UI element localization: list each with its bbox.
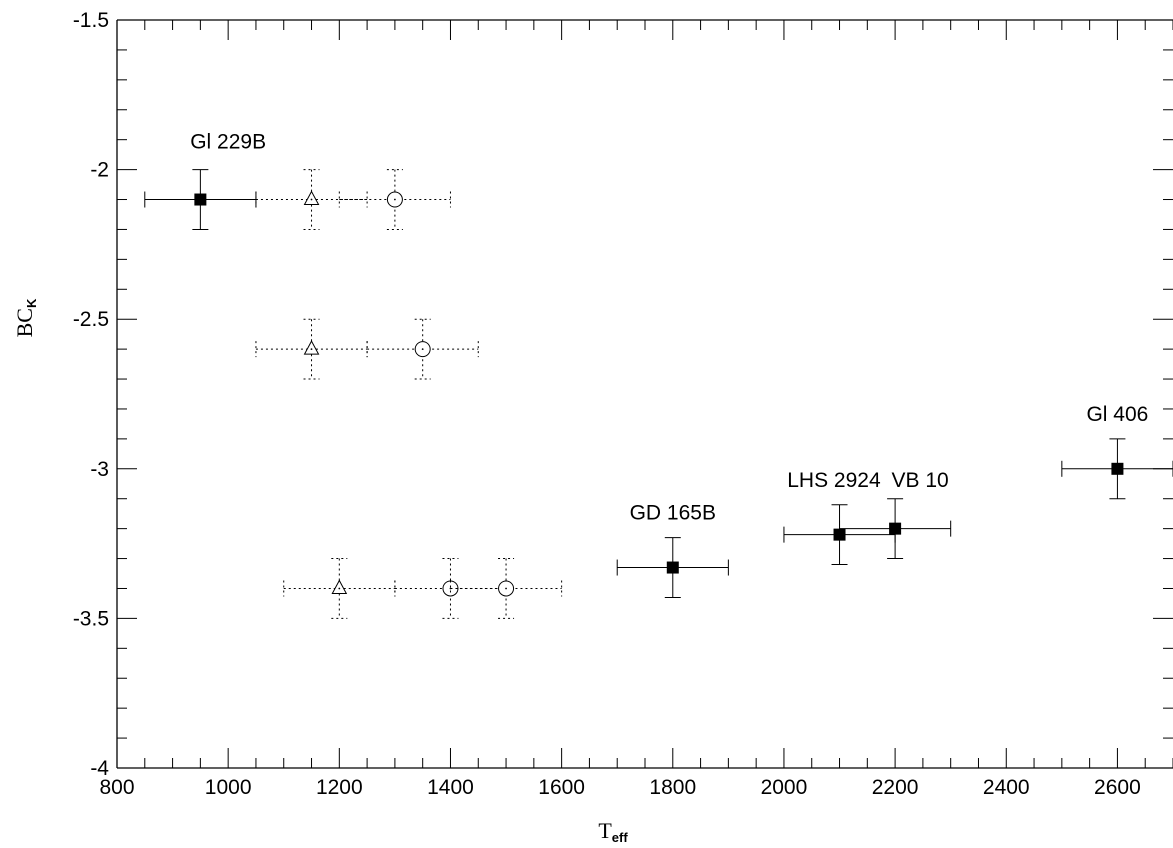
x-tick-label: 2400 <box>983 776 1030 799</box>
x-tick-label: 2600 <box>1094 776 1141 799</box>
x-tick-label: 1200 <box>316 776 363 799</box>
data-point <box>839 498 952 560</box>
x-tick-label: 1800 <box>649 776 696 799</box>
y-tick-label: -4 <box>90 757 109 780</box>
triangle-marker <box>303 190 320 206</box>
y-axis-title-main: BC <box>12 308 37 337</box>
y-tick-label: -2 <box>90 159 109 182</box>
object-label: LHS 2924 <box>787 469 881 492</box>
x-tick-label: 1400 <box>427 776 474 799</box>
data-point <box>144 169 257 230</box>
data-points <box>144 169 1173 619</box>
y-tick-label: -1.5 <box>73 9 109 32</box>
data-point <box>255 169 368 230</box>
triangle-marker <box>303 340 320 355</box>
y-tick-label: -2.5 <box>73 308 109 331</box>
y-tick-labels: -1.5 -2 -2.5 -3 -3.5 -4 <box>73 9 109 780</box>
triangle-marker <box>331 579 348 594</box>
square-marker <box>1111 462 1124 475</box>
marker-center-dot <box>310 348 313 351</box>
y-tick-label: -3 <box>90 458 109 481</box>
object-label: Gl 229B <box>190 131 266 154</box>
object-label: VB 10 <box>892 469 949 492</box>
plot-frame <box>116 19 1173 769</box>
x-tick-label: 1000 <box>205 776 252 799</box>
x-axis-title: Teff <box>598 818 628 845</box>
data-point <box>366 318 479 380</box>
object-labels: Gl 229B GD 165B LHS 2924 VB 10 Gl 406 <box>190 131 1148 525</box>
x-tick-label: 2200 <box>872 776 919 799</box>
object-label: Gl 406 <box>1086 403 1148 426</box>
y-axis-title: BCK <box>12 298 39 337</box>
square-marker <box>194 193 207 206</box>
data-point <box>616 537 729 598</box>
x-tick-labels: 800 1000 1200 1400 1600 1800 2000 2200 2400 2600 <box>99 776 1140 799</box>
x-tick-label: 2000 <box>761 776 808 799</box>
marker-center-dot <box>338 587 341 590</box>
x-tick-label: 1600 <box>538 776 585 799</box>
data-point <box>449 558 563 619</box>
y-axis-title-sub: K <box>24 298 39 308</box>
square-marker <box>666 561 679 574</box>
x-axis-title-main: T <box>598 818 612 843</box>
marker-center-dot <box>393 198 396 201</box>
data-point <box>255 318 368 380</box>
x-axis-title-sub: eff <box>612 830 629 845</box>
square-marker <box>889 522 902 535</box>
marker-center-dot <box>310 198 313 201</box>
axis-ticks <box>117 20 1173 768</box>
object-label: GD 165B <box>630 502 716 525</box>
y-tick-label: -3.5 <box>73 607 109 630</box>
marker-center-dot <box>421 348 424 351</box>
data-point <box>1061 438 1173 500</box>
marker-center-dot <box>505 587 507 590</box>
x-tick-label: 800 <box>99 776 134 799</box>
data-point <box>283 558 396 619</box>
data-point <box>338 169 451 230</box>
